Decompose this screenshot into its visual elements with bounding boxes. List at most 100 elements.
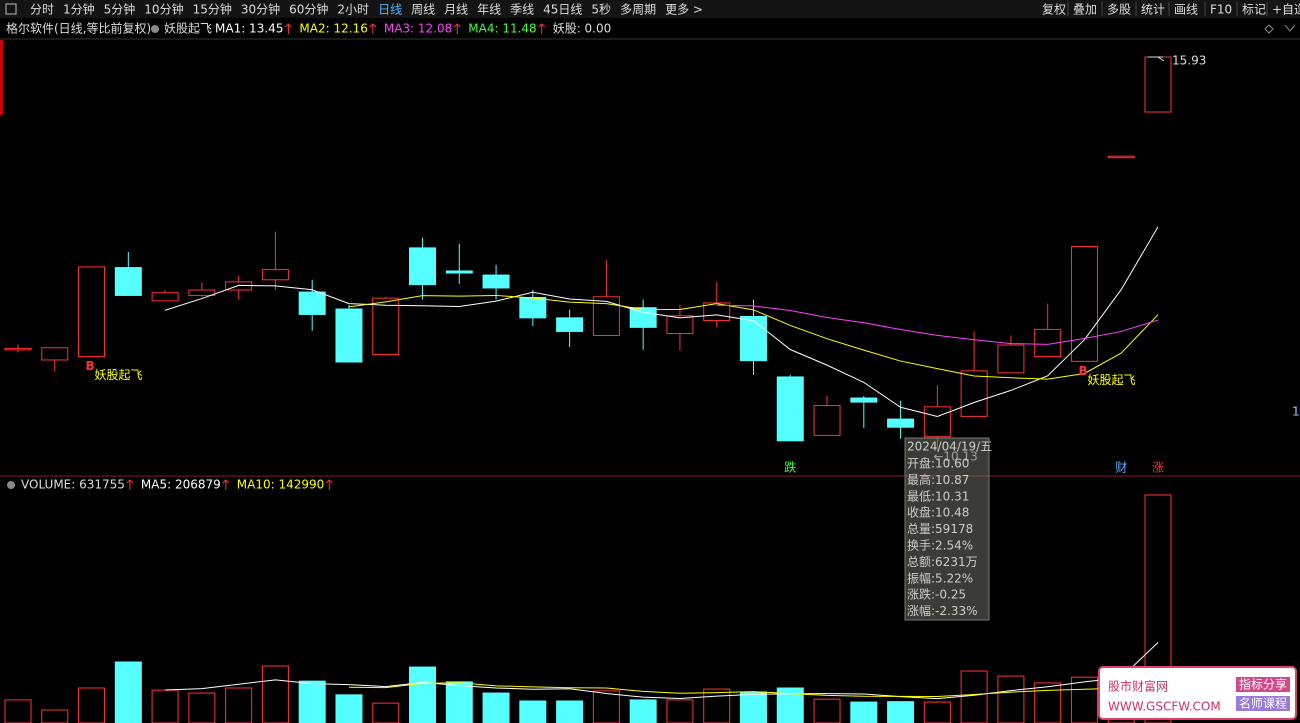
toolbar-item[interactable]: 季线 [510, 3, 534, 17]
toolbar-item[interactable]: 多周期 [620, 3, 656, 17]
tooltip-date: 2024/04/19/五 [907, 440, 992, 454]
toolbar-item[interactable]: 45日线 [543, 3, 582, 17]
watermark-url: WWW.GSCFW.COM [1108, 700, 1221, 714]
volume-bar [78, 687, 106, 723]
indicator-icon [151, 25, 159, 33]
tooltip-row: 总额:6231万 [907, 555, 978, 569]
volume-icon [7, 481, 15, 489]
watermark-tag-bg [1236, 677, 1290, 692]
up-arrow [453, 23, 461, 34]
volume-bar [703, 688, 731, 723]
candle-body [739, 315, 767, 362]
toolbar-item[interactable]: 10分钟 [144, 2, 183, 17]
indicator-value: 妖股: 0.00 [553, 22, 612, 36]
candle-body [1144, 56, 1172, 113]
side-flag [0, 40, 3, 115]
volume-bar [41, 709, 69, 723]
ma-value: MA1: 13.45 [215, 22, 283, 36]
toolbar-item[interactable]: 2小时 [337, 3, 369, 17]
volume-bar [188, 692, 216, 723]
volume-ma-line [348, 668, 1159, 697]
toolbar-item[interactable]: 多股 [1107, 3, 1131, 17]
toolbar-item[interactable]: 5秒 [591, 3, 611, 17]
tooltip-row: 振幅:5.22% [907, 570, 973, 585]
volume-bar [261, 665, 289, 723]
candle-body [261, 269, 289, 281]
watermark-title: 股市财富网 [1108, 679, 1168, 694]
tooltip-row: 换手:2.54% [907, 539, 973, 553]
candle-body [482, 274, 510, 289]
candle-body [629, 307, 657, 328]
event-tag: 跌 [784, 460, 796, 475]
toolbar-item[interactable]: 月线 [444, 3, 468, 17]
candle-body [592, 296, 620, 337]
toolbar-item[interactable]: 15分钟 [193, 2, 232, 17]
high-label: 15.93 [1172, 54, 1206, 68]
side-label: 10 [1292, 405, 1300, 419]
high-pointer [1148, 56, 1165, 62]
candle-body [1107, 155, 1135, 159]
toolbar-item[interactable]: 画线 [1174, 3, 1198, 17]
stock-title: 格尔软件(日线,等比前复权) [6, 21, 151, 36]
toolbar-item[interactable]: 5分钟 [104, 2, 136, 17]
toolbar-item[interactable]: 周线 [411, 3, 435, 17]
toolbar-item[interactable]: 标记 [1242, 3, 1266, 17]
toolbar-item[interactable]: 统计 [1141, 3, 1165, 17]
up-arrow [538, 23, 546, 34]
ma-value: MA4: 11.48 [468, 22, 536, 36]
candle-body [923, 406, 951, 438]
volume-value: VOLUME: 631755 [21, 478, 125, 492]
toolbar-item[interactable]: 更多 > [665, 3, 703, 17]
candle-body [4, 347, 32, 351]
ma-line [716, 304, 1159, 345]
volume-bar [629, 699, 657, 723]
volume-bar [372, 702, 400, 723]
candle-body [78, 266, 106, 358]
volume-value: MA5: 206879 [141, 478, 221, 492]
volume-bar [923, 701, 951, 723]
watermark-tag[interactable]: 指标分享 [1239, 677, 1287, 692]
candle-body [776, 376, 804, 442]
candle-body [188, 289, 216, 296]
volume-bar [960, 670, 988, 723]
signal-mark: B [1078, 364, 1087, 378]
up-arrow [222, 479, 230, 490]
toolbar-item[interactable]: F10 [1210, 3, 1232, 17]
volume-bar [997, 675, 1025, 723]
up-arrow [285, 23, 292, 34]
volume-bar [482, 692, 510, 723]
watermark-tag-bg [1236, 696, 1290, 711]
toolbar-item[interactable]: 年线 [477, 3, 501, 17]
menu-icon [5, 3, 17, 15]
watermark-tag[interactable]: 名师课程 [1239, 696, 1287, 711]
indicator-name: 妖股起飞 [164, 22, 212, 36]
volume-bar [1034, 682, 1062, 723]
volume-bar [666, 699, 694, 723]
candle-body [519, 296, 547, 319]
candle-body [114, 267, 142, 296]
candle-body [997, 344, 1025, 374]
toolbar-item[interactable]: +自选 [1272, 3, 1300, 17]
candle-body [960, 370, 988, 417]
toolbar-item[interactable]: 叠加 [1073, 3, 1097, 17]
volume-bar [592, 690, 620, 723]
toolbar-item[interactable]: 日线 [378, 3, 402, 17]
candle-body [372, 297, 400, 356]
tooltip-row: 最高:10.87 [907, 472, 969, 487]
event-tag: 涨 [1152, 460, 1164, 475]
toolbar-item[interactable]: 30分钟 [241, 2, 280, 17]
volume-bar [409, 666, 437, 723]
up-arrow [325, 479, 333, 490]
toolbar-item[interactable]: 1分钟 [63, 2, 95, 17]
candle-body [813, 404, 841, 436]
toolbar-item[interactable]: 复权 [1042, 3, 1066, 17]
ma-line [164, 226, 1159, 418]
toolbar-item[interactable]: 分时 [30, 3, 54, 17]
volume-bar [298, 680, 326, 723]
signal-text: 妖股起飞 [1087, 373, 1135, 387]
candle-body [1070, 246, 1098, 362]
toolbar-item[interactable]: 60分钟 [289, 2, 328, 17]
volume-bar [151, 689, 179, 723]
